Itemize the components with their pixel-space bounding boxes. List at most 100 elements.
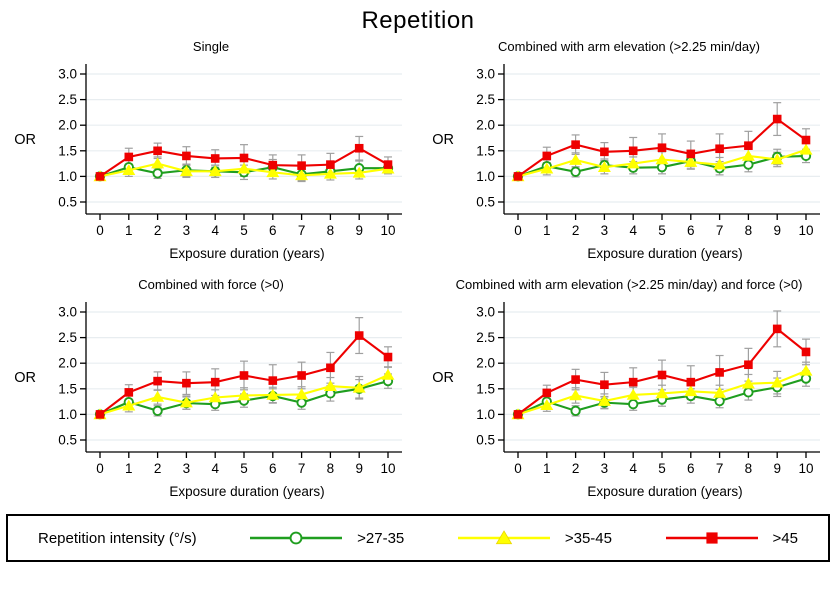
subplot-title: Single [192,39,230,54]
svg-text:2: 2 [572,461,580,476]
svg-text:2.0: 2.0 [476,356,495,371]
series->45 [95,331,393,419]
x-axis-label: Exposure duration (years) [169,484,325,499]
svg-text:10: 10 [798,461,813,476]
svg-text:9: 9 [355,223,363,238]
svg-text:10: 10 [380,461,395,476]
svg-text:9: 9 [773,223,781,238]
legend-label: >27-35 [357,529,405,547]
svg-text:4: 4 [629,461,637,476]
svg-text:10: 10 [380,223,395,238]
legend-entry-35-45: >35-45 [456,529,612,547]
x-axis-label: Exposure duration (years) [169,246,325,261]
svg-text:7: 7 [716,223,724,238]
svg-text:2.5: 2.5 [58,92,77,107]
svg-text:3: 3 [601,223,609,238]
svg-text:2.5: 2.5 [476,92,495,107]
gridlines [86,73,402,203]
error-bars [124,135,392,183]
svg-text:7: 7 [716,461,724,476]
chart-svg: 0.5 1.0 1.5 2.0 2.5 3.0 0 1 2 3 4 5 6 7 8 9 10 [58,302,402,476]
svg-text:1.5: 1.5 [476,143,495,158]
svg-text:4: 4 [211,223,219,238]
svg-text:7: 7 [298,461,306,476]
subplot-force: Combined with force (>0) OR 0.5 1.0 1.5 2.0… [2,276,420,502]
svg-text:5: 5 [658,223,666,238]
svg-text:2.5: 2.5 [58,330,77,345]
svg-text:6: 6 [269,461,277,476]
figure-page: Repetition Single OR 0.5 1.0 1.5 2.0 2.5 3.0 0… [2,7,834,562]
svg-text:6: 6 [269,223,277,238]
svg-text:4: 4 [629,223,637,238]
svg-text:0: 0 [514,461,522,476]
subplot-arm-elevation-and-force: Combined with arm elevation (>2.25 min/d… [420,276,836,502]
subplot-body: OR 0.5 1.0 1.5 2.0 2.5 3.0 0 1 2 3 4 5 6 7 8 9 10 [2,56,420,246]
gridlines [504,73,820,203]
svg-text:2.0: 2.0 [476,118,495,133]
svg-text:3: 3 [183,461,191,476]
chart-svg: 0.5 1.0 1.5 2.0 2.5 3.0 0 1 2 3 4 5 6 7 8 9 10 [476,64,820,238]
chart-svg: 0.5 1.0 1.5 2.0 2.5 3.0 0 1 2 3 4 5 6 7 8 9 10 [58,64,402,238]
series->35-45 [511,143,813,182]
svg-text:0: 0 [514,223,522,238]
svg-text:2: 2 [154,223,162,238]
legend-entry-27-35: >27-35 [248,529,404,547]
svg-text:1.0: 1.0 [58,169,77,184]
svg-text:1.5: 1.5 [58,143,77,158]
legend-title: Repetition intensity (°/s) [38,529,197,547]
svg-text:3: 3 [183,223,191,238]
series->35-45 [93,157,395,182]
svg-text:1: 1 [125,461,133,476]
svg-text:7: 7 [298,223,306,238]
svg-text:1.0: 1.0 [476,407,495,422]
svg-text:6: 6 [687,223,695,238]
series->45 [513,324,811,419]
svg-text:0: 0 [96,461,104,476]
svg-text:3: 3 [601,461,609,476]
subplot-single: Single OR 0.5 1.0 1.5 2.0 2.5 3.0 0 1 2 3 4 5 6 7 8 9 10… [2,38,420,264]
svg-text:8: 8 [745,461,753,476]
svg-text:5: 5 [240,461,248,476]
charts-grid: Single OR 0.5 1.0 1.5 2.0 2.5 3.0 0 1 2 3 4 5 6 7 8 9 10… [2,38,834,502]
svg-text:6: 6 [687,461,695,476]
y-axis-label: OR [14,132,36,148]
svg-text:4: 4 [211,461,219,476]
y-axis-label: OR [432,132,454,148]
legend-label: >35-45 [564,529,612,547]
x-axis-label: Exposure duration (years) [587,246,743,261]
svg-text:9: 9 [355,461,363,476]
subplot-arm-elevation: Combined with arm elevation (>2.25 min/d… [420,38,836,264]
axes: 0.5 1.0 1.5 2.0 2.5 3.0 0 1 2 3 4 5 6 7 8 9 10 [476,64,820,238]
legend-marker-triangle-icon [457,530,550,545]
svg-text:1.0: 1.0 [476,169,495,184]
svg-text:9: 9 [773,461,781,476]
error-bars [124,317,392,417]
svg-text:0.5: 0.5 [476,433,495,448]
svg-text:3.0: 3.0 [476,67,495,82]
subplot-body: OR 0.5 1.0 1.5 2.0 2.5 3.0 0 1 2 3 4 5 6 7 8 9 10 [2,294,420,484]
svg-text:8: 8 [745,223,753,238]
svg-text:8: 8 [327,461,335,476]
svg-text:2: 2 [154,461,162,476]
subplot-title: Combined with force (>0) [138,277,284,292]
svg-text:2.0: 2.0 [58,118,77,133]
y-axis-label: OR [432,370,454,386]
x-axis-label: Exposure duration (years) [587,484,743,499]
svg-text:0.5: 0.5 [58,195,77,210]
svg-text:5: 5 [658,461,666,476]
chart-svg: 0.5 1.0 1.5 2.0 2.5 3.0 0 1 2 3 4 5 6 7 8 9 10 [476,302,820,476]
axes: 0.5 1.0 1.5 2.0 2.5 3.0 0 1 2 3 4 5 6 7 8 9 10 [58,64,402,238]
subplot-title: Combined with arm elevation (>2.25 min/d… [455,277,803,292]
legend-entry-45: >45 [664,529,798,547]
y-axis-label: OR [14,370,36,386]
series->45 [513,114,811,181]
legend-marker-circle-icon [250,531,343,545]
subplot-body: OR 0.5 1.0 1.5 2.0 2.5 3.0 0 1 2 3 4 5 6 7 8 9 10 [420,56,836,246]
svg-text:1.5: 1.5 [58,381,77,396]
svg-text:1.5: 1.5 [476,381,495,396]
svg-text:0: 0 [96,223,104,238]
svg-text:2.5: 2.5 [476,330,495,345]
error-bars [542,102,810,178]
axes: 0.5 1.0 1.5 2.0 2.5 3.0 0 1 2 3 4 5 6 7 8 9 10 [476,302,820,476]
svg-text:1: 1 [543,223,551,238]
